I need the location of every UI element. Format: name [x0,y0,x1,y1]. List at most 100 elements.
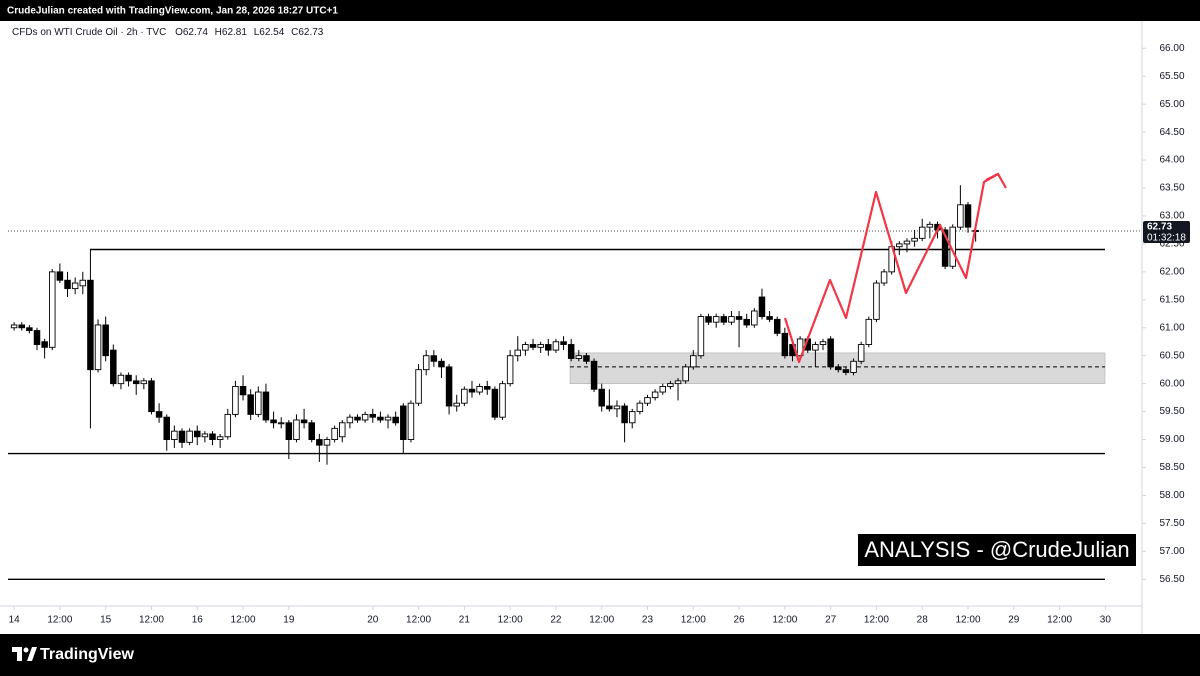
brand: TradingView [40,646,135,663]
candle-body [659,385,667,393]
candle-body [842,369,850,373]
candle-body [422,355,430,371]
candle-body [171,430,178,440]
candle-body [209,433,216,440]
candle-body [216,436,224,440]
candle-body [751,310,758,326]
candle-body [743,318,750,326]
candle-body [903,240,911,245]
candle-body [560,341,567,345]
candle-body [361,413,369,421]
candle-body [865,318,873,345]
candle-body [483,385,491,390]
x-tick-label: 27 [825,615,837,626]
candle-body [896,243,903,248]
candle-body [300,419,308,424]
close-value: 62.73 [298,27,323,38]
y-tick-label: 63.50 [1159,183,1184,194]
x-tick-label: 30 [1100,615,1112,626]
projection-path [783,173,999,364]
y-tick-label: 65.50 [1159,71,1184,82]
candle-body [400,405,407,440]
candle-body [613,405,621,410]
candle-body [567,344,575,359]
candle-body [415,369,422,404]
y-tick-label: 63.00 [1159,211,1184,222]
candle-body [407,402,415,440]
candle-body [667,383,674,387]
y-tick-label: 58.00 [1159,490,1184,501]
candle-body [628,411,636,424]
candle-body [827,338,834,368]
candle-body [148,380,155,413]
candle-body [857,344,865,362]
candle-body [941,229,949,267]
y-tick-label: 60.00 [1159,378,1184,389]
candle-body [461,388,468,404]
y-tick-label: 59.00 [1159,434,1184,445]
x-tick-label: 20 [367,615,379,626]
candle-body [468,388,476,393]
top-bar [0,0,1200,21]
high-value: 62.81 [222,27,247,38]
candle-body [64,279,71,290]
candle-body [545,344,552,351]
candle-body [201,433,209,438]
candle-body [720,316,728,323]
candle-body [835,366,842,371]
candle-body [712,316,720,323]
candle-body [308,422,315,440]
candle-body [41,341,48,348]
watermark: ANALYSIS - @CrudeJulian [864,537,1129,562]
candle-body [87,279,94,371]
candle-body [125,374,132,382]
x-tick-label: 26 [734,615,746,626]
candle-body [575,355,583,359]
candle-body [285,422,293,440]
x-tick-label: 21 [459,615,471,626]
candle-body [277,422,285,425]
price-tag-countdown: 01:32:18 [1147,233,1186,244]
candle-body [110,349,117,385]
candle-body [224,413,232,438]
candle-body [529,344,537,348]
candle-body [690,355,697,368]
logo-dot [23,647,29,653]
y-tick-label: 58.50 [1159,462,1184,473]
watermark-box [858,534,1136,566]
x-tick-label: 12:00 [139,615,164,626]
price-tag-value: 62.73 [1147,222,1172,233]
candle-body [758,296,766,318]
y-tick-label: 60.50 [1159,350,1184,361]
candle-body [79,279,87,287]
open-prefix: O [175,27,183,38]
candle-body [155,411,163,418]
y-tick-label: 56.50 [1159,574,1184,585]
candle-body [117,374,125,385]
y-tick-label: 64.00 [1159,155,1184,166]
candle-body [964,204,972,228]
x-tick-label: 14 [9,615,21,626]
x-tick-label: 12:00 [864,615,889,626]
x-tick-label: 16 [192,615,204,626]
candle-body [598,388,605,407]
candle-body [354,416,361,421]
y-tick-label: 57.50 [1159,518,1184,529]
y-tick-label: 61.00 [1159,322,1184,333]
candle-body [812,344,819,351]
candle-body [316,439,323,446]
candle-body [552,341,560,351]
y-tick-label: 64.50 [1159,127,1184,138]
candle-body [873,282,880,320]
candle-body [26,327,33,331]
x-tick-label: 12:00 [47,615,72,626]
x-tick-label: 19 [283,615,295,626]
candle-body [18,324,25,329]
high-prefix: H [215,27,222,38]
brand-logo [12,647,37,661]
candle-body [438,360,445,368]
candle-body [323,439,331,446]
candle-body [346,416,354,424]
candle-body [56,271,64,281]
